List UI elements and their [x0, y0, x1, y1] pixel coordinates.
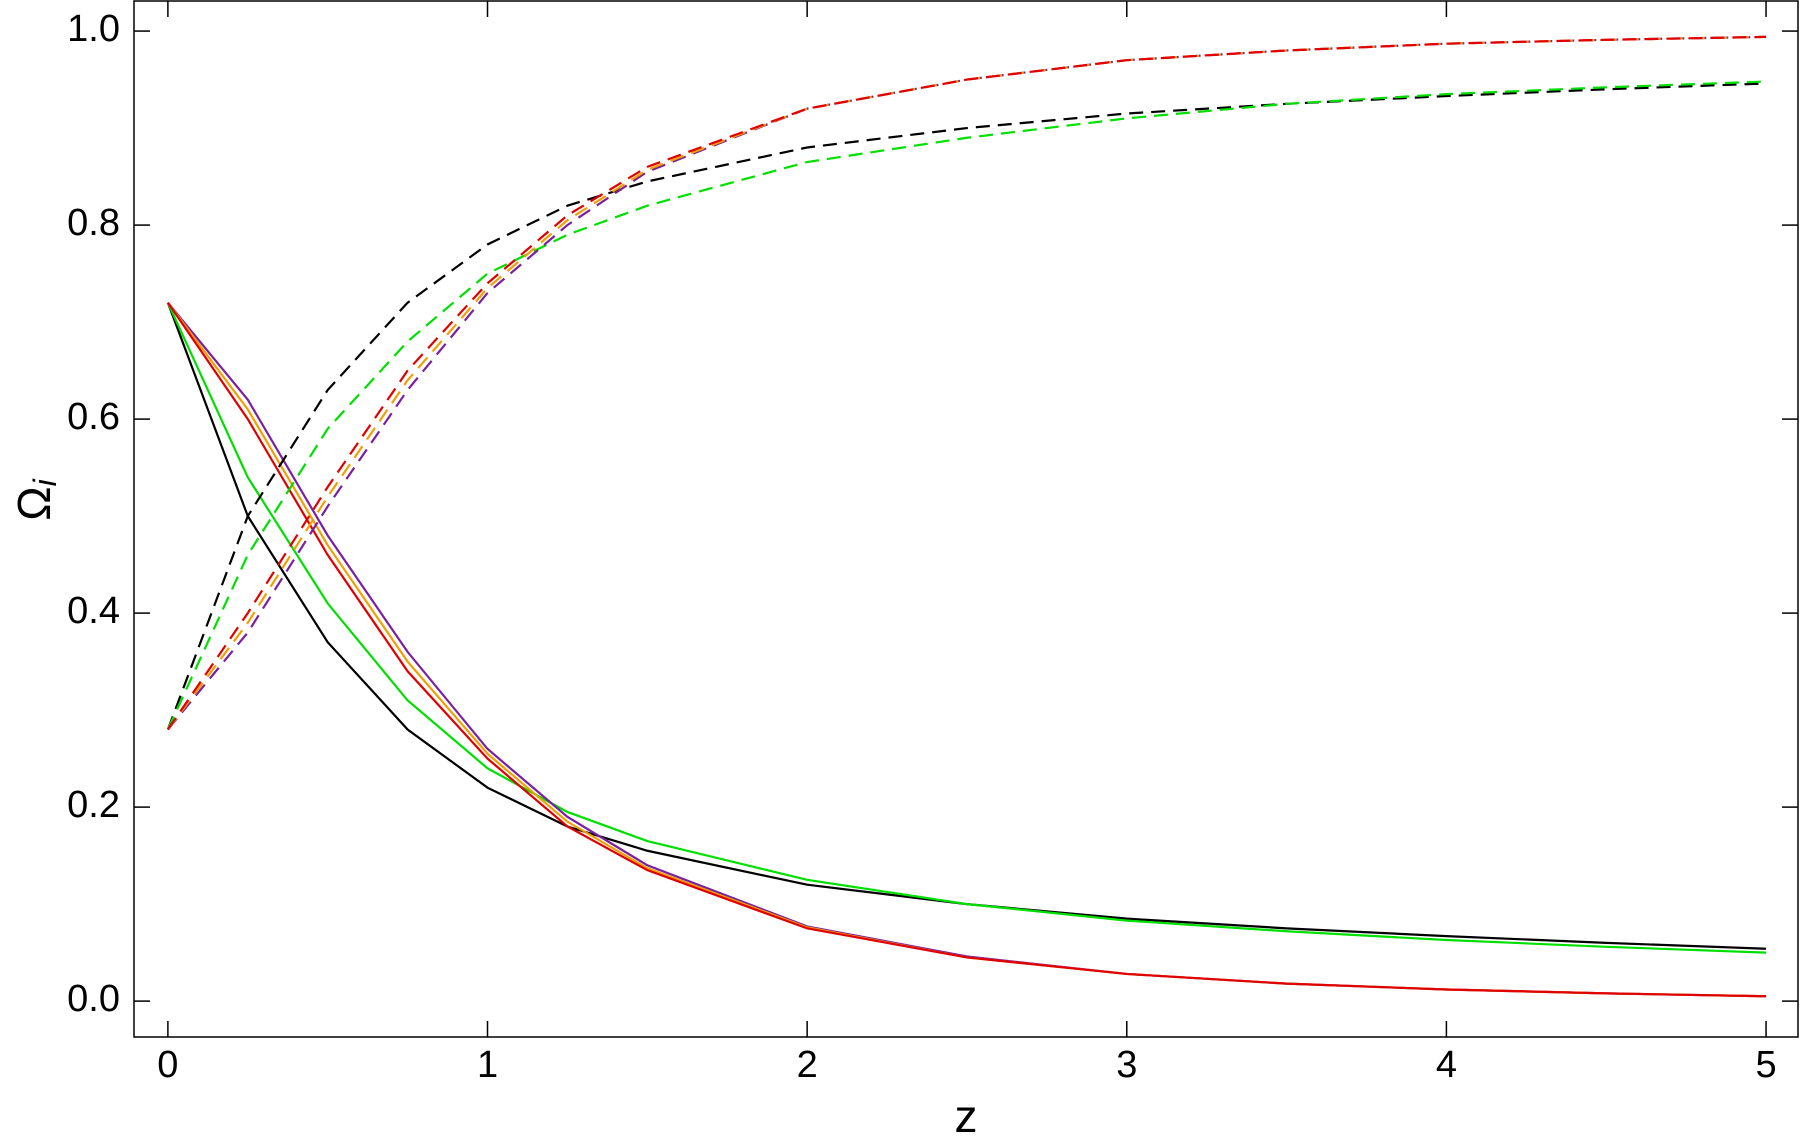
y-tick-label: 0.4 — [67, 590, 120, 632]
solid-line — [166, 302, 1767, 998]
x-tick-label: 5 — [1755, 1044, 1776, 1086]
x-tick-label: 0 — [157, 1044, 178, 1086]
plot-frame — [133, 0, 1799, 1038]
x-tick-label: 4 — [1436, 1044, 1457, 1086]
x-tick-label: 3 — [1116, 1044, 1137, 1086]
y-label-subscript: i — [27, 478, 63, 486]
x-tick-label: 1 — [477, 1044, 498, 1086]
y-tick-label: 1.0 — [67, 8, 120, 50]
y-label-symbol: Ω — [8, 486, 60, 520]
dashed-line — [166, 82, 1767, 730]
dashed-line — [166, 35, 1767, 731]
y-tick-label: 0.6 — [67, 396, 120, 438]
solid-line — [167, 301, 1767, 998]
y-tick-label: 0.8 — [67, 202, 120, 244]
dashed-line — [167, 35, 1767, 731]
y-tick-label: 0.2 — [67, 784, 120, 826]
y-tick-label: 0.0 — [67, 978, 120, 1020]
solid-line — [166, 302, 1767, 950]
x-tick-label: 2 — [797, 1044, 818, 1086]
dashed-line — [167, 35, 1767, 731]
dashed-line — [166, 80, 1767, 730]
y-axis-label: Ωi — [8, 478, 63, 520]
y-axis-label-text: Ωi — [8, 478, 63, 520]
solid-line — [167, 302, 1767, 998]
solid-line — [166, 302, 1767, 954]
x-axis-label: z — [955, 1090, 978, 1142]
